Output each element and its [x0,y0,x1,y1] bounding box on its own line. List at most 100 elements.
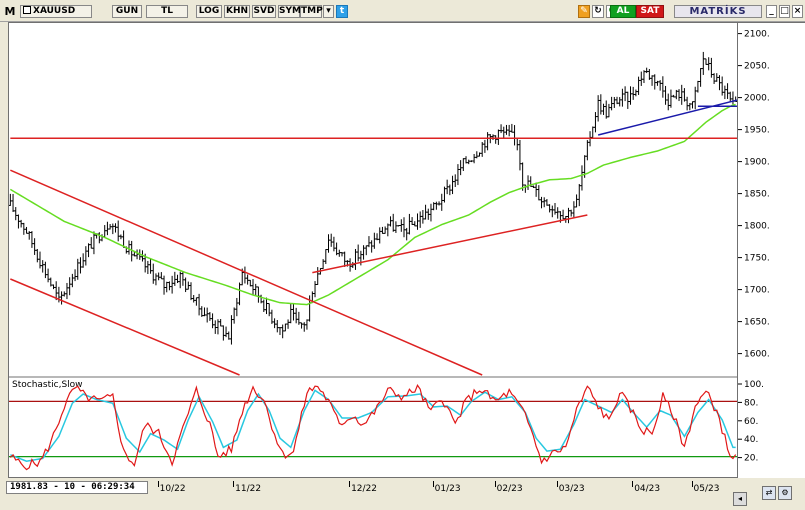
price-bar [688,102,692,111]
buy-button[interactable]: AL [610,5,636,18]
sync-icon[interactable]: ⇄ [762,486,776,500]
price-bar [256,286,260,303]
twitter-icon[interactable]: t [336,5,348,18]
price-bar [275,320,279,333]
price-bar [184,277,188,293]
price-bar [402,217,406,238]
close-button[interactable]: × [792,5,803,18]
x-axis-label: 10/22 [159,484,186,494]
trend-line-channel-upper[interactable] [10,169,483,376]
sym-button[interactable]: SYM [278,5,301,18]
brand-label: MATRİKS [674,5,762,18]
price-bar [537,185,541,201]
price-bar [151,263,155,284]
refresh-icon[interactable]: ↻ [592,5,604,18]
price-bar [65,282,69,300]
price-bar [297,311,301,325]
price-bar [173,271,177,286]
price-bar [46,268,50,283]
x-axis-tick [233,481,235,487]
x-axis-label: 04/23 [634,484,661,494]
trend-line-rising-support[interactable] [597,99,739,136]
cursor-readout: 1981.83 - 10 - 06:29:34 [6,481,148,494]
price-bar [324,249,328,265]
price-bar [380,226,384,234]
price-bar [267,303,271,317]
pencil-icon[interactable]: ✎ [578,5,590,18]
symbol-selector[interactable]: XAUUSD [20,5,92,18]
price-bar [251,279,255,295]
price-bar [332,236,336,252]
price-bar [30,231,34,248]
price-bar [108,224,112,230]
price-bar [227,331,231,340]
price-bar [709,57,713,78]
stoch-k-line [9,384,737,471]
price-bar [610,96,614,111]
x-axis-tick [432,481,434,487]
settings-icon[interactable]: ⚙ [778,486,792,500]
template-button[interactable]: TMP [300,5,323,18]
price-bar [653,74,657,90]
price-bar [197,293,201,316]
price-bar [202,307,206,317]
price-bar [327,234,331,253]
x-axis-tick [556,481,558,487]
chart-area[interactable]: Stochastic,Slow [8,22,739,478]
price-bar [604,100,608,119]
price-bar [76,258,80,280]
price-bar [556,207,560,219]
currency-button[interactable]: TL [146,5,188,18]
price-bar [628,86,632,105]
price-bar [440,193,444,211]
price-bar [270,309,274,324]
price-bar [534,182,538,197]
price-bar [119,234,123,240]
price-bar [243,266,247,284]
price-bar [25,226,29,234]
stochastic-title: Stochastic,Slow [12,380,83,390]
price-bar [364,245,368,256]
price-bar [116,220,120,242]
price-bar [464,156,468,164]
price-bar [224,326,228,338]
price-bar [475,151,479,159]
price-bar [631,86,635,100]
price-bar [159,272,163,280]
price-bar [677,89,681,102]
price-bar [456,164,460,186]
trend-line-support-upward[interactable] [312,214,588,274]
scroll-left-button[interactable]: ◂ [733,492,747,506]
price-bar [97,232,101,244]
svd-button[interactable]: SVD [252,5,276,18]
price-bar [674,89,678,100]
price-bar [378,227,382,244]
x-axis-label: 11/22 [235,484,262,494]
price-bar [60,291,64,305]
khn-button[interactable]: KHN [224,5,250,18]
price-bar [499,124,503,134]
price-bar [421,210,425,224]
trend-line-channel-lower[interactable] [10,278,240,376]
maximize-button[interactable]: □ [779,5,790,18]
price-chart[interactable]: Stochastic,Slow [8,23,739,477]
price-bar [399,219,403,232]
price-bar [491,134,495,140]
price-bar [362,245,366,260]
price-bar [238,282,242,306]
period-button[interactable]: GUN [112,5,142,18]
sell-button[interactable]: SAT [636,5,664,18]
x-axis-label: 05/23 [693,484,720,494]
price-bar [637,76,641,95]
price-bar [302,322,306,332]
price-bar [469,160,473,163]
price-bar [135,249,139,260]
chevron-down-icon[interactable]: ▾ [323,5,334,18]
log-scale-button[interactable]: LOG [196,5,222,18]
price-bar [68,277,72,296]
price-bar [219,318,223,327]
price-bar [213,320,217,334]
price-bar [612,96,616,108]
price-bar [459,160,463,176]
minimize-button[interactable]: _ [766,5,777,18]
